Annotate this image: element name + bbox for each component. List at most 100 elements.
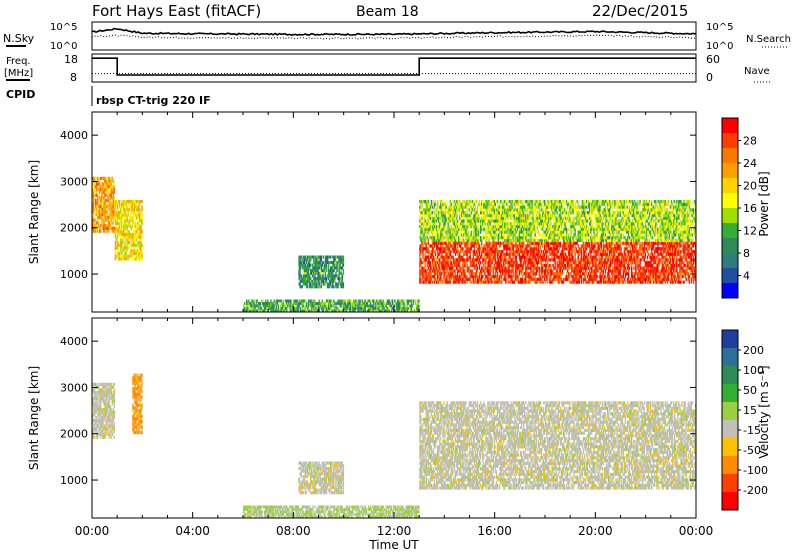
power-cell xyxy=(459,241,461,245)
power-cell xyxy=(459,261,461,265)
power-cell xyxy=(589,269,591,273)
power-cell xyxy=(649,280,652,284)
power-cell xyxy=(102,210,104,214)
power-cell xyxy=(112,226,114,230)
power-cell xyxy=(427,247,429,251)
power-cell xyxy=(516,272,519,276)
power-cell xyxy=(419,280,421,284)
power-cell xyxy=(127,254,129,258)
power-cell xyxy=(438,241,440,245)
power-cell xyxy=(320,282,322,286)
power-cell xyxy=(683,280,685,284)
power-cell xyxy=(98,224,100,228)
power-cell xyxy=(494,269,497,273)
power-cell xyxy=(688,275,691,279)
power-cell xyxy=(488,263,490,268)
power-cell xyxy=(520,272,523,276)
power-cell xyxy=(103,196,105,200)
power-cell xyxy=(127,210,129,214)
power-cell xyxy=(110,212,112,217)
power-cell xyxy=(92,204,94,208)
power-cell xyxy=(505,266,507,270)
power-cell xyxy=(662,258,664,262)
power-cell xyxy=(535,272,537,276)
power-cell xyxy=(313,279,315,283)
power-cell xyxy=(98,229,100,233)
power-cell xyxy=(298,271,300,275)
power-cell xyxy=(112,224,114,228)
power-cell xyxy=(107,187,109,192)
power-cell xyxy=(475,244,478,248)
power-cell xyxy=(115,213,118,217)
power-cell xyxy=(433,250,436,254)
power-cell xyxy=(115,216,118,220)
power-cell xyxy=(596,275,598,279)
power-cell xyxy=(332,279,334,283)
power-cell xyxy=(431,241,434,245)
power-cell xyxy=(422,236,424,240)
power-cell xyxy=(502,266,504,270)
power-cell xyxy=(140,251,142,255)
cpid-label: CPID xyxy=(6,88,35,101)
power-cell xyxy=(473,250,476,254)
power-cell xyxy=(96,224,98,228)
power-cell xyxy=(322,271,325,275)
power-cell xyxy=(447,258,449,262)
power-cell xyxy=(95,204,97,208)
power-cell xyxy=(458,258,460,262)
power-cell xyxy=(114,200,117,204)
power-cell xyxy=(508,258,510,262)
power-cell xyxy=(94,196,96,200)
power-cell xyxy=(106,212,108,217)
power-cell xyxy=(130,254,133,258)
power-cell xyxy=(135,200,138,204)
power-cell xyxy=(137,246,139,250)
power-cell xyxy=(665,244,667,248)
power-cell xyxy=(690,261,693,265)
power-cell xyxy=(451,247,454,251)
power-cell xyxy=(570,261,572,265)
power-cell xyxy=(99,229,101,233)
power-cell xyxy=(111,201,113,205)
power-cell xyxy=(93,207,95,211)
power-cell xyxy=(591,250,593,254)
power-cell xyxy=(519,277,522,281)
power-cell xyxy=(135,238,138,242)
power-cell xyxy=(332,255,334,259)
power-cell xyxy=(140,232,142,236)
power-cell xyxy=(128,224,130,228)
power-cell xyxy=(676,247,678,251)
power-cell xyxy=(108,185,110,189)
power-cell xyxy=(129,213,132,217)
power-cell xyxy=(496,247,499,251)
power-cell xyxy=(458,280,460,284)
power-cell xyxy=(335,266,337,270)
power-cell xyxy=(470,213,472,218)
power-cell xyxy=(130,202,133,206)
power-cell xyxy=(92,210,94,214)
power-cell xyxy=(96,176,98,180)
power-cell xyxy=(318,282,320,286)
power-cell xyxy=(419,205,421,209)
power-cell xyxy=(611,244,613,248)
power-cell xyxy=(341,263,344,267)
power-cell xyxy=(680,255,682,259)
noise-left-tick-top: 10^5 xyxy=(50,22,77,33)
power-cell xyxy=(118,257,121,261)
power-cell xyxy=(539,247,542,251)
power-cell xyxy=(498,280,501,284)
power-cell xyxy=(314,255,316,259)
power-cell xyxy=(302,274,305,278)
power-cell xyxy=(301,285,303,289)
power-cell xyxy=(333,269,335,273)
power-cell xyxy=(134,224,137,228)
power-cell xyxy=(495,263,498,268)
freq-right-tick-top: 60 xyxy=(706,53,720,66)
power-cell xyxy=(422,269,424,273)
power-cell xyxy=(421,241,423,245)
power-cell xyxy=(333,266,335,270)
power-cell xyxy=(439,277,441,281)
power-cell xyxy=(125,202,127,206)
power-cell xyxy=(462,277,464,281)
noise-left-tick-bottom: 10^0 xyxy=(50,41,77,52)
